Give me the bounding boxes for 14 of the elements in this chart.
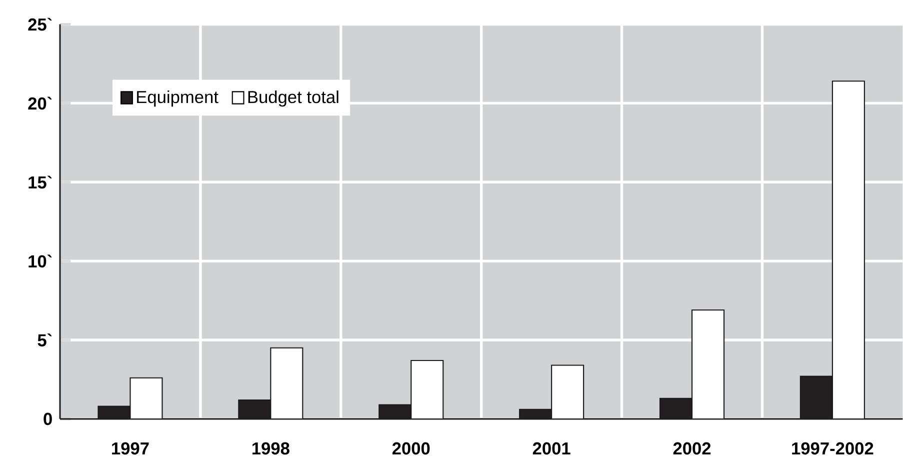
- legend-label: Equipment: [137, 90, 218, 107]
- y-tick-label: 25`: [28, 18, 52, 31]
- y-tick-label: 15`: [28, 176, 52, 189]
- y-tick-label: 10`: [28, 254, 52, 268]
- x-tick-label: 1997: [112, 442, 149, 455]
- x-tick-label: 1998: [252, 442, 290, 455]
- y-tick-label: 20`: [28, 96, 52, 110]
- x-tick-label: 2001: [532, 442, 570, 455]
- y-tick-label: 5`: [38, 334, 52, 346]
- x-tick-label: 2000: [392, 442, 430, 455]
- legend-label: Budget total: [248, 90, 338, 107]
- x-tick-label: 1997-2002: [792, 442, 874, 455]
- x-tick-label: 2002: [673, 442, 711, 455]
- y-tick-label: 0: [44, 412, 52, 426]
